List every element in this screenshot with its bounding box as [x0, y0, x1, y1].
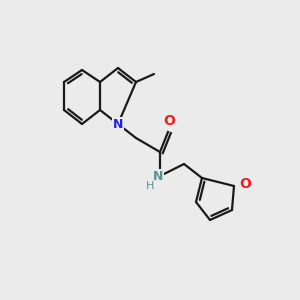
Text: O: O: [239, 177, 251, 191]
Text: O: O: [163, 114, 175, 128]
Text: H: H: [146, 181, 154, 191]
Text: N: N: [153, 169, 163, 182]
Text: N: N: [113, 118, 123, 130]
